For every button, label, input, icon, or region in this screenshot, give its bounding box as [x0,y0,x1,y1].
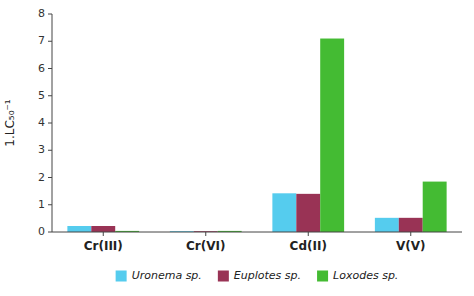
bar [272,193,296,232]
chart-container: 0 1 2 3 4 5 6 7 8 Cr(III) Cr(VI) Cd(II) V(V) 1.LC₅₀⁻¹… [0,0,474,296]
legend-item: Loxodes sp. [317,269,398,282]
bar [320,39,344,232]
axes: 0 1 2 3 4 5 6 7 8 Cr(III) Cr(VI) Cd(II) V(V) [38,7,462,253]
bars [67,39,446,232]
legend-swatch [116,271,127,282]
legend-item: Euplotes sp. [218,269,301,282]
y-tick [48,204,52,205]
x-tick [410,232,411,236]
y-tick-label: 4 [38,116,45,129]
y-tick [48,68,52,69]
bar [91,226,115,232]
y-tick-label: 5 [38,89,45,102]
x-tick-label: Cr(III) [84,239,123,253]
y-tick [48,232,52,233]
x-tick-label: Cr(VI) [186,239,225,253]
bar [67,226,91,232]
legend-item: Uronema sp. [116,269,202,282]
y-tick [48,177,52,178]
y-tick-label: 7 [38,34,45,47]
legend: Uronema sp. Euplotes sp. Loxodes sp. [116,269,399,282]
legend-label: Uronema sp. [132,269,202,282]
y-tick [48,14,52,15]
y-tick [48,41,52,42]
legend-swatch [317,271,328,282]
y-tick-label: 3 [38,143,45,156]
y-tick-label: 2 [38,171,45,184]
y-tick [48,95,52,96]
bar [375,218,399,232]
y-tick [48,123,52,124]
chart-svg: 0 1 2 3 4 5 6 7 8 Cr(III) Cr(VI) Cd(II) V(V) 1.LC₅₀⁻¹… [0,0,474,296]
y-tick-label: 6 [38,62,45,75]
x-tick-label: Cd(II) [290,239,327,253]
bar [423,182,447,232]
y-tick-label: 8 [38,7,45,20]
y-tick-label: 1 [38,198,45,211]
y-tick [48,150,52,151]
bar [399,218,423,232]
y-axis-label: 1.LC₅₀⁻¹ [3,99,17,146]
bar [296,194,320,232]
x-tick [205,232,206,236]
x-tick [103,232,104,236]
x-tick-label: V(V) [396,239,426,253]
x-axis-line [52,232,462,233]
legend-swatch [218,271,229,282]
legend-label: Loxodes sp. [333,269,398,282]
legend-label: Euplotes sp. [234,269,301,282]
x-tick [308,232,309,236]
y-tick-label: 0 [38,225,45,238]
